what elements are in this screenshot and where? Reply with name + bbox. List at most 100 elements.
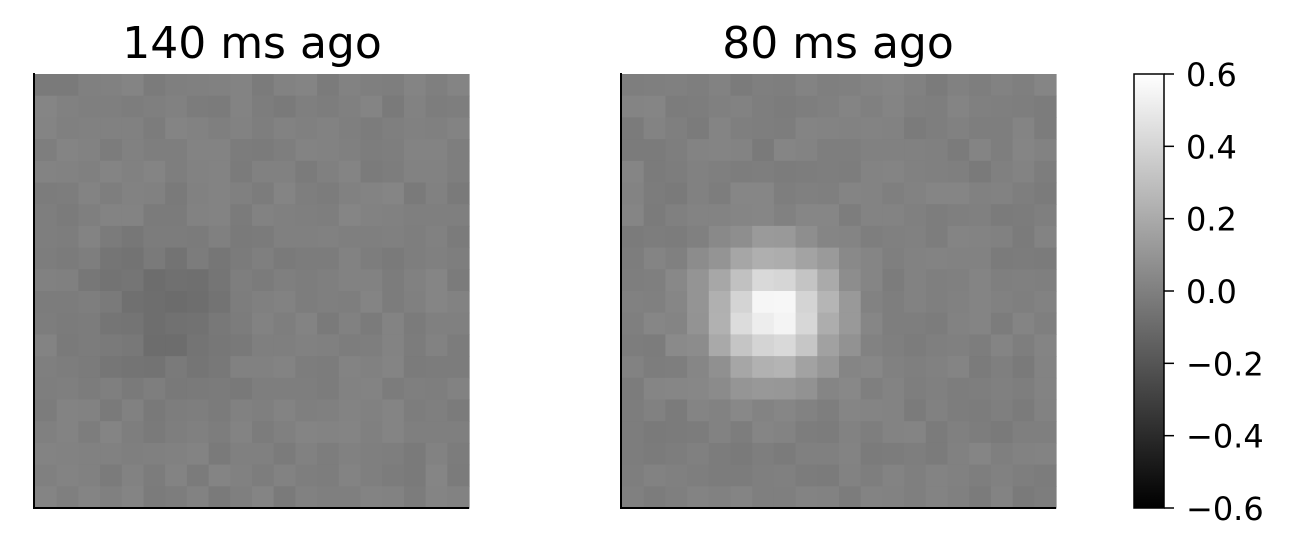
heatmap-cell bbox=[447, 312, 470, 335]
heatmap-cell bbox=[643, 334, 666, 357]
heatmap-cell bbox=[317, 486, 340, 509]
heatmap-cell bbox=[35, 117, 58, 140]
heatmap-140ms bbox=[35, 74, 470, 509]
heatmap-cell bbox=[143, 182, 166, 205]
heatmap-cell bbox=[990, 312, 1014, 335]
heatmap-cell bbox=[338, 160, 362, 184]
heatmap-cell bbox=[687, 442, 710, 466]
heatmap-cell bbox=[208, 356, 231, 379]
heatmap-cell bbox=[121, 247, 145, 270]
heatmap-cell bbox=[839, 421, 862, 444]
heatmap-cell bbox=[338, 74, 362, 97]
heatmap-cell bbox=[990, 139, 1014, 162]
heatmap-cell bbox=[795, 160, 818, 184]
heatmap-cell bbox=[295, 399, 318, 422]
heatmap-cell bbox=[904, 247, 927, 270]
heatmap-cell bbox=[382, 269, 405, 292]
heatmap-cell bbox=[773, 312, 797, 335]
heatmap-cell bbox=[273, 247, 296, 270]
heatmap-cell bbox=[360, 182, 383, 205]
heatmap-cell bbox=[947, 139, 970, 162]
heatmap-cell bbox=[687, 486, 710, 509]
heatmap-cell bbox=[860, 421, 883, 444]
heatmap-cell bbox=[795, 356, 818, 379]
heatmap-cell bbox=[35, 377, 58, 401]
heatmap-cell bbox=[208, 160, 231, 184]
heatmap-cell bbox=[730, 117, 753, 140]
heatmap-cell bbox=[730, 464, 753, 487]
heatmap-cell bbox=[78, 421, 101, 444]
heatmap-cell bbox=[360, 399, 383, 422]
heatmap-cell bbox=[665, 291, 688, 314]
heatmap-cell bbox=[338, 117, 362, 140]
heatmap-cell bbox=[795, 182, 818, 205]
heatmap-cell bbox=[1012, 377, 1035, 401]
heatmap-cell bbox=[100, 269, 123, 292]
heatmap-cell bbox=[708, 117, 732, 140]
heatmap-cell bbox=[273, 486, 296, 509]
heatmap-cell bbox=[252, 74, 275, 97]
heatmap-cell bbox=[643, 225, 666, 249]
heatmap-cell bbox=[882, 291, 905, 314]
heatmap-cell bbox=[1012, 421, 1035, 444]
heatmap-cell bbox=[186, 160, 210, 184]
heatmap-cell bbox=[643, 182, 666, 205]
heatmap-cell bbox=[860, 74, 883, 97]
heatmap-cell bbox=[904, 95, 927, 118]
heatmap-cell bbox=[925, 95, 949, 118]
heatmap-cell bbox=[338, 182, 362, 205]
heatmap-cell bbox=[121, 377, 145, 401]
heatmap-cell bbox=[882, 182, 905, 205]
heatmap-cell bbox=[730, 74, 753, 97]
heatmap-cell bbox=[817, 334, 840, 357]
heatmap-cell bbox=[687, 334, 710, 357]
heatmap-cell bbox=[622, 421, 645, 444]
heatmap-cell bbox=[925, 139, 949, 162]
heatmap-cell bbox=[35, 464, 58, 487]
heatmap-cell bbox=[56, 464, 79, 487]
heatmap-cell bbox=[1034, 269, 1057, 292]
heatmap-cell bbox=[795, 204, 818, 227]
colorbar-tick-label: −0.2 bbox=[1186, 345, 1264, 383]
heatmap-cell bbox=[947, 269, 970, 292]
colorbar bbox=[1133, 73, 1165, 509]
heatmap-cell bbox=[78, 204, 101, 227]
heatmap-cell bbox=[295, 486, 318, 509]
heatmap-cell bbox=[252, 442, 275, 466]
heatmap-cell bbox=[100, 117, 123, 140]
heatmap-cell bbox=[208, 182, 231, 205]
heatmap-cell bbox=[990, 247, 1014, 270]
heatmap-cell bbox=[425, 291, 448, 314]
heatmap-cell bbox=[622, 139, 645, 162]
heatmap-cell bbox=[665, 139, 688, 162]
heatmap-cell bbox=[947, 421, 970, 444]
heatmap-cell bbox=[969, 95, 992, 118]
heatmap-cell bbox=[252, 117, 275, 140]
heatmap-cell bbox=[773, 74, 797, 97]
heatmap-cell bbox=[904, 291, 927, 314]
heatmap-cell bbox=[730, 486, 753, 509]
heatmap-cell bbox=[687, 312, 710, 335]
heatmap-cell bbox=[360, 204, 383, 227]
heatmap-cell bbox=[360, 225, 383, 249]
heatmap-cell bbox=[643, 269, 666, 292]
heatmap-cell bbox=[230, 377, 253, 401]
heatmap-cell bbox=[186, 247, 210, 270]
heatmap-cell bbox=[860, 312, 883, 335]
heatmap-cell bbox=[817, 291, 840, 314]
heatmap-cell bbox=[773, 464, 797, 487]
heatmap-cell bbox=[925, 204, 949, 227]
heatmap-cell bbox=[904, 139, 927, 162]
heatmap-cell bbox=[447, 225, 470, 249]
heatmap-cell bbox=[35, 291, 58, 314]
heatmap-cell bbox=[773, 399, 797, 422]
heatmap-cell bbox=[208, 421, 231, 444]
heatmap-cell bbox=[186, 442, 210, 466]
heatmap-cell bbox=[230, 356, 253, 379]
heatmap-cell bbox=[687, 356, 710, 379]
heatmap-cell bbox=[338, 269, 362, 292]
heatmap-cell bbox=[1012, 95, 1035, 118]
heatmap-cell bbox=[817, 247, 840, 270]
heatmap-cell bbox=[990, 464, 1014, 487]
heatmap-cell bbox=[230, 269, 253, 292]
